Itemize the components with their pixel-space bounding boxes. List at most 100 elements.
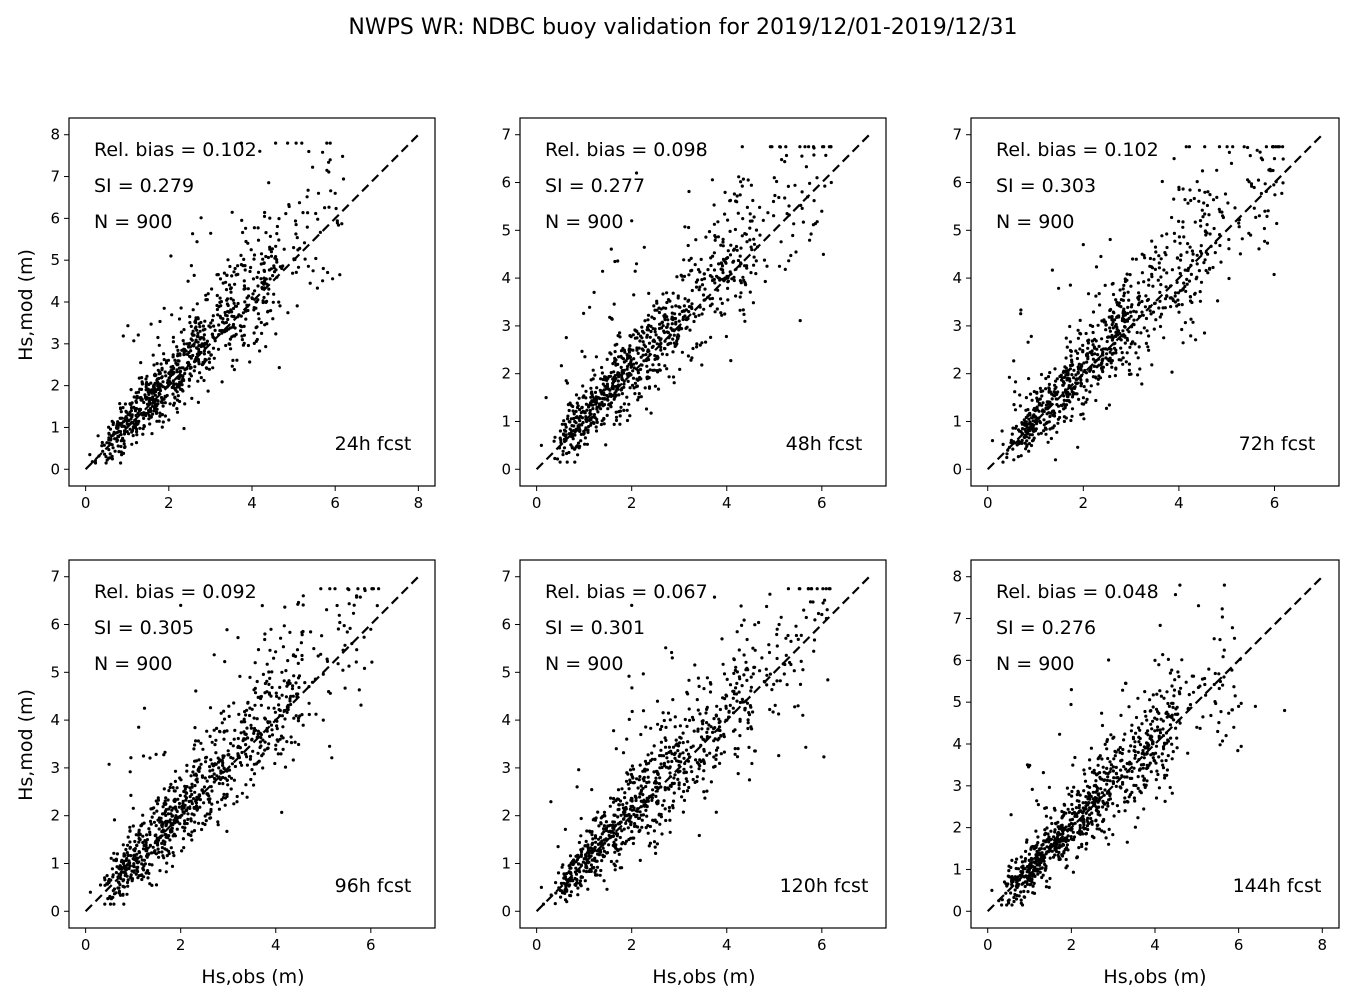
scatter-point xyxy=(240,791,244,795)
scatter-point xyxy=(135,430,139,434)
scatter-point xyxy=(554,881,558,885)
scatter-point xyxy=(1093,337,1097,341)
scatter-point xyxy=(300,713,304,717)
scatter-point xyxy=(626,826,630,830)
scatter-point xyxy=(233,266,237,271)
scatter-point xyxy=(580,405,584,409)
scatter-point xyxy=(1084,807,1088,811)
scatter-point xyxy=(157,827,161,831)
one-to-one-line xyxy=(84,133,420,471)
scatter-point xyxy=(1229,161,1234,165)
scatter-point xyxy=(156,841,160,845)
scatter-point xyxy=(271,274,275,278)
scatter-point xyxy=(121,893,125,897)
scatter-point xyxy=(604,826,609,831)
scatter-point xyxy=(1160,759,1164,763)
scatter-point xyxy=(355,595,359,599)
scatter-point xyxy=(195,346,199,350)
scatter-point xyxy=(211,314,215,318)
scatter-point xyxy=(275,224,279,229)
scatter-point xyxy=(648,368,652,372)
scatter-point xyxy=(175,370,179,374)
scatter-point xyxy=(647,385,652,389)
scatter-point xyxy=(718,707,723,712)
scatter-point xyxy=(195,334,199,339)
scatter-point xyxy=(298,246,302,250)
scatter-point xyxy=(641,672,645,676)
scatter-point xyxy=(180,379,184,383)
scatter-point xyxy=(1111,769,1115,773)
scatter-point xyxy=(1173,593,1178,597)
scatter-point xyxy=(224,343,228,348)
scatter-point xyxy=(1133,756,1137,760)
scatter-point xyxy=(307,149,311,154)
scatter-point xyxy=(176,797,180,801)
scatter-point xyxy=(690,306,694,311)
scatter-point xyxy=(619,405,623,409)
scatter-point xyxy=(244,713,248,717)
scatter-point xyxy=(274,691,278,695)
scatter-point xyxy=(1105,362,1109,367)
scatter-point xyxy=(600,371,605,375)
scatter-point xyxy=(1150,275,1154,279)
scatter-point xyxy=(666,298,671,302)
scatter-point xyxy=(337,613,341,617)
scatter-point xyxy=(1144,294,1148,298)
x-tick-label: 4 xyxy=(1174,494,1184,512)
scatter-point xyxy=(823,184,827,188)
scatter-point xyxy=(649,411,653,415)
scatter-point xyxy=(627,787,631,791)
scatter-point xyxy=(804,615,808,620)
scatter-point xyxy=(133,839,137,844)
scatter-point xyxy=(770,688,774,692)
scatter-point xyxy=(164,361,169,365)
scatter-point xyxy=(196,807,200,811)
scatter-point xyxy=(296,661,300,666)
scatter-point xyxy=(193,820,197,824)
scatter-point xyxy=(273,761,277,766)
scatter-point xyxy=(1047,386,1051,390)
scatter-point xyxy=(1178,289,1182,293)
scatter-point xyxy=(253,661,257,665)
scatter-point xyxy=(263,748,267,752)
scatter-point xyxy=(1276,145,1280,149)
scatter-point xyxy=(660,724,664,729)
y-tick-label: 7 xyxy=(501,126,511,144)
scatter-point xyxy=(634,796,638,800)
scatter-point xyxy=(205,779,209,783)
scatter-point xyxy=(745,678,749,683)
scatter-point xyxy=(1126,305,1130,309)
scatter-point xyxy=(105,441,109,445)
scatter-point xyxy=(561,863,565,867)
x-tick-label: 8 xyxy=(1317,936,1327,954)
scatter-point xyxy=(1101,357,1105,361)
scatter-point xyxy=(578,408,582,412)
scatter-point xyxy=(1052,414,1057,418)
scatter-point xyxy=(742,312,746,316)
scatter-point xyxy=(1271,168,1275,173)
scatter-point xyxy=(1272,183,1276,187)
scatter-point xyxy=(255,717,259,721)
scatter-point xyxy=(1076,336,1080,340)
scatter-point xyxy=(1072,835,1077,839)
scatter-point xyxy=(676,294,680,298)
y-tick-label: 6 xyxy=(952,174,962,192)
x-tick-label: 2 xyxy=(176,936,186,954)
scatter-point xyxy=(145,833,149,837)
scatter-point xyxy=(289,741,294,745)
scatter-point xyxy=(785,683,789,687)
scatter-point xyxy=(157,855,161,859)
scatter-point xyxy=(608,829,612,833)
scatter-point xyxy=(1149,770,1153,774)
scatter-point xyxy=(1156,278,1160,282)
scatter-point xyxy=(240,334,244,338)
forecast-label: 72h fcst xyxy=(1239,433,1316,455)
stat-label: Rel. bias = 0.098 xyxy=(545,139,708,161)
scatter-point xyxy=(699,735,704,739)
scatter-point xyxy=(311,269,315,273)
scatter-point xyxy=(639,395,643,399)
scatter-point xyxy=(561,449,565,453)
scatter-point xyxy=(636,371,641,375)
scatter-point xyxy=(646,753,650,757)
scatter-point xyxy=(671,291,675,295)
